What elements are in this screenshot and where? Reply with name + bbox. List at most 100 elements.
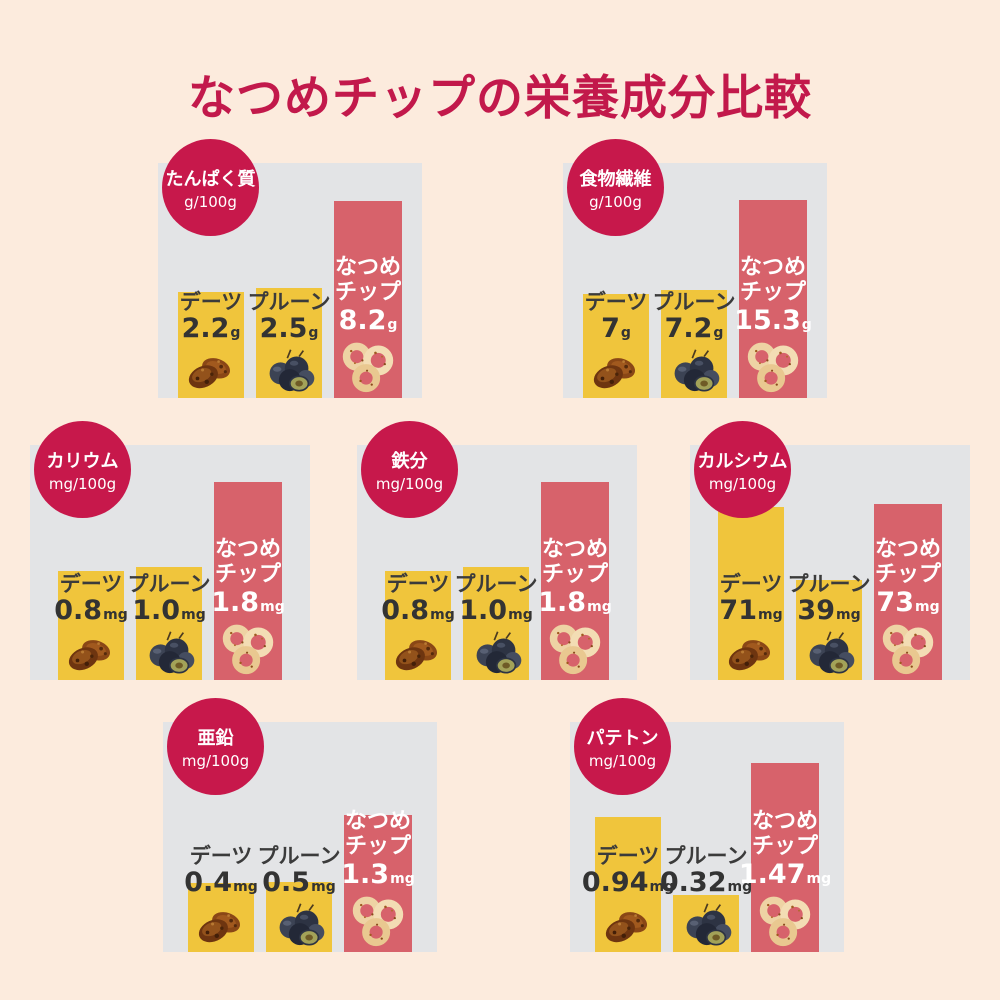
- prunes-icon: [469, 628, 523, 676]
- nutrient-unit: mg/100g: [588, 751, 657, 770]
- nutrient-unit: mg/100g: [375, 474, 444, 493]
- bar-value: 7g: [601, 312, 631, 344]
- bar-label: デーツ: [189, 843, 253, 868]
- dates-icon: [194, 900, 248, 948]
- bar-label: デーツ: [386, 571, 450, 596]
- dates-icon: [724, 628, 778, 676]
- bar-label: デーツ: [719, 571, 783, 596]
- nutrient-name: 食物繊維: [579, 168, 652, 190]
- nutrient-unit: g/100g: [184, 192, 237, 211]
- prunes-icon: [272, 900, 326, 948]
- bar-group-prunes: プルーン 39mg: [788, 445, 870, 680]
- bar-group-prunes: プルーン 7.2g: [653, 163, 735, 398]
- bar-label: プルーン: [664, 843, 748, 868]
- bar-value: 0.4mg: [184, 866, 258, 898]
- bar-value: 1.0mg: [459, 594, 533, 626]
- chart-panel-zinc: 亜鉛 mg/100g デーツ 0.4mg プルーン 0.5mg なつめ チップ 1…: [163, 698, 437, 952]
- chart-panel-pantothen: パテトン mg/100g デーツ 0.94mg プルーン 0.32mg なつめチ…: [570, 698, 844, 952]
- bar-label: デーツ: [179, 289, 243, 314]
- dates-icon: [64, 628, 118, 676]
- bar-label: なつめ チップ: [344, 809, 411, 860]
- chart-panel-protein: たんぱく質 g/100g デーツ 2.2g プルーン 2.5g なつめ チップ 8…: [158, 139, 422, 398]
- nutrient-name: カリウム: [46, 450, 119, 472]
- nutrient-badge: 食物繊維 g/100g: [567, 139, 664, 236]
- bar-label: なつめ チップ: [874, 537, 941, 588]
- bar-group-dates: デーツ 0.8mg: [54, 445, 128, 680]
- dates-icon: [601, 900, 655, 948]
- bar-area: デーツ 0.94mg プルーン 0.32mg なつめ チップ 1.47mg: [570, 722, 844, 952]
- bar-area: デーツ 71mg プルーン 39mg なつめ チップ 73mg: [690, 445, 970, 680]
- dates-icon: [391, 628, 445, 676]
- bar-group-jujube-chips: なつめ チップ 15.3g: [734, 163, 812, 398]
- jujube-chips-icon: [338, 338, 398, 394]
- bar-value: 1.47mg: [738, 858, 832, 890]
- nutrient-badge: 亜鉛 mg/100g: [167, 698, 264, 795]
- bar-value: 8.2g: [338, 304, 398, 336]
- nutrient-badge: パテトン mg/100g: [574, 698, 671, 795]
- bar-group-dates: デーツ 0.4mg: [184, 722, 258, 952]
- chart-panel-fiber: 食物繊維 g/100g デーツ 7g プルーン 7.2g なつめ チップ 15.3…: [563, 139, 827, 398]
- bar-value: 15.3g: [734, 304, 812, 336]
- bar-value: 1.8mg: [538, 586, 612, 618]
- bar-group-dates: デーツ 2.2g: [178, 163, 244, 398]
- bar-value: 73mg: [876, 586, 940, 618]
- bar-value: 0.8mg: [54, 594, 128, 626]
- jujube-chips-icon: [545, 620, 605, 676]
- bar-area: デーツ 0.8mg プルーン 1.0mg なつめ チップ 1.8mg: [357, 445, 637, 680]
- jujube-chips-icon: [743, 338, 803, 394]
- bar-group-prunes: プルーン 1.0mg: [455, 445, 537, 680]
- prunes-icon: [142, 628, 196, 676]
- nutrient-unit: mg/100g: [708, 474, 777, 493]
- jujube-chips-icon: [878, 620, 938, 676]
- bar-group-dates: デーツ 0.8mg: [381, 445, 455, 680]
- chart-panel-iron: 鉄分 mg/100g デーツ 0.8mg プルーン 1.0mg なつめ チップ 1…: [357, 421, 637, 680]
- bar-label: なつめ チップ: [334, 255, 401, 306]
- nutrient-badge: カルシウム mg/100g: [694, 421, 791, 518]
- bar-label: デーツ: [596, 843, 660, 868]
- bar-value: 71mg: [719, 594, 783, 626]
- bar-value: 0.94mg: [581, 866, 675, 898]
- bar-group-prunes: プルーン 1.0mg: [128, 445, 210, 680]
- page-title: なつめチップの栄養成分比較: [188, 71, 812, 127]
- dates-icon: [589, 346, 643, 394]
- bar-value: 1.8mg: [211, 586, 285, 618]
- bar-value: 2.2g: [181, 312, 241, 344]
- bar-label: なつめ チップ: [214, 537, 281, 588]
- bar-value: 1.0mg: [132, 594, 206, 626]
- bar-label: プルーン: [247, 289, 331, 314]
- nutrient-name: 鉄分: [391, 450, 428, 472]
- bar-group-dates: デーツ 71mg: [718, 445, 784, 680]
- bar-value: 0.5mg: [262, 866, 336, 898]
- bar-label: プルーン: [257, 843, 341, 868]
- bar-label: プルーン: [652, 289, 736, 314]
- prunes-icon: [667, 346, 721, 394]
- prunes-icon: [262, 346, 316, 394]
- bar-label: デーツ: [584, 289, 648, 314]
- bar-group-jujube-chips: なつめ チップ 73mg: [874, 445, 942, 680]
- bar-label: プルーン: [454, 571, 538, 596]
- nutrient-badge: 鉄分 mg/100g: [361, 421, 458, 518]
- nutrient-badge: たんぱく質 g/100g: [162, 139, 259, 236]
- bar-group-jujube-chips: なつめ チップ 1.8mg: [538, 445, 612, 680]
- bar-value: 2.5g: [259, 312, 319, 344]
- bar-area: デーツ 2.2g プルーン 2.5g なつめ チップ 8.2g: [158, 163, 422, 398]
- bar-group-prunes: プルーン 2.5g: [248, 163, 330, 398]
- bar-group-dates: デーツ 7g: [583, 163, 649, 398]
- bar-value: 7.2g: [664, 312, 724, 344]
- bar-label: なつめ チップ: [541, 537, 608, 588]
- chart-panel-calcium: カルシウム mg/100g デーツ 71mg プルーン 39mg なつめ チップ …: [690, 421, 970, 680]
- nutrient-unit: mg/100g: [181, 751, 250, 770]
- nutrient-name: 亜鉛: [197, 727, 234, 749]
- bar-area: デーツ 0.8mg プルーン 1.0mg なつめ チップ 1.8mg: [30, 445, 310, 680]
- bar-jujube-chips: [344, 815, 412, 952]
- bar-area: デーツ 7g プルーン 7.2g なつめ チップ 15.3g: [563, 163, 827, 398]
- bar-label: なつめ チップ: [739, 255, 806, 306]
- bar-group-jujube-chips: なつめ チップ 8.2g: [334, 163, 402, 398]
- bar-value: 39mg: [797, 594, 861, 626]
- bar-area: デーツ 0.4mg プルーン 0.5mg なつめ チップ 1.3mg: [163, 722, 437, 952]
- bar-label: プルーン: [787, 571, 871, 596]
- bar-label: なつめ チップ: [751, 809, 818, 860]
- jujube-chips-icon: [755, 892, 815, 948]
- prunes-icon: [679, 900, 733, 948]
- bar-group-jujube-chips: なつめ チップ 1.3mg: [341, 722, 415, 952]
